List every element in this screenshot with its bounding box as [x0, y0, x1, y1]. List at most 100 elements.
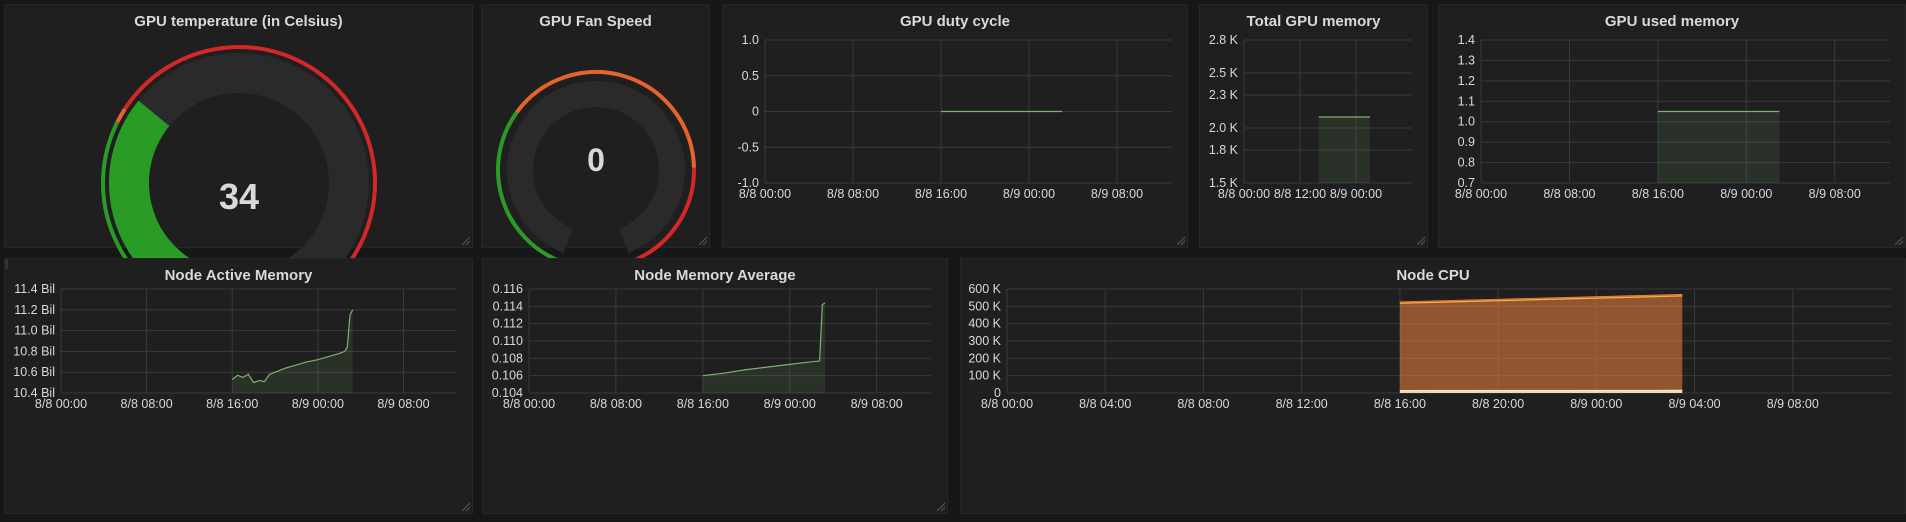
y-tick-label: 0.108 [492, 351, 523, 365]
gauge-threshold-ok [496, 111, 561, 263]
series-0-line [702, 302, 826, 377]
panel-node-memory-average[interactable]: Node Memory Average 0.116 0.114 0.112 0.110… [482, 258, 948, 514]
y-tick-label: 400 K [968, 317, 1001, 331]
series-0-area [1318, 117, 1370, 183]
gauge-value-text: 0 [587, 142, 605, 178]
panel-title[interactable]: GPU duty cycle [899, 13, 1011, 30]
y-tick-label: 0.106 [492, 369, 523, 383]
resize-handle[interactable] [462, 503, 470, 511]
y-tick-label: 0.8 [1458, 156, 1475, 170]
x-tick-label: 8/8 00:00 [503, 397, 555, 411]
chart-total-gpu-memory: 2.8 K 2.5 K 2.3 K 2.0 K 1.8 K 1.5 K8/8 00:00 8… [1209, 33, 1412, 201]
x-tick-label: 8/9 00:00 [1720, 187, 1772, 201]
x-tick-label: 8/8 16:00 [1632, 187, 1684, 201]
y-tick-label: 0.110 [493, 334, 523, 348]
gauge-threshold-crit [631, 167, 696, 263]
resize-handle[interactable] [1177, 237, 1185, 245]
panel-title[interactable]: Node CPU [1396, 267, 1470, 284]
y-tick-label: 0.116 [493, 282, 523, 296]
y-tick-label: 10.6 Bil [13, 365, 55, 379]
y-tick-label: 2.0 K [1209, 121, 1239, 135]
panel-title[interactable]: GPU used memory [1604, 13, 1740, 30]
panel-total-gpu-memory[interactable]: Total GPU memory 2.8 K 2.5 K 2.3 K 2.0 K 1.8… [1199, 4, 1428, 248]
x-tick-label: 8/8 00:00 [981, 397, 1033, 411]
y-tick-label: 2.8 K [1209, 33, 1239, 47]
gauge-threshold-warn [515, 70, 696, 168]
x-tick-label: 8/8 12:00 [1276, 397, 1328, 411]
x-tick-label: 8/8 08:00 [1543, 187, 1595, 201]
panel-title[interactable]: Total GPU memory [1246, 13, 1381, 30]
y-tick-label: 100 K [968, 369, 1001, 383]
chart-gpu-used-memory: 1.4 1.3 1.2 1.1 1.0 0.9 0.8 0.78/8 00:00 8/8 08:… [1455, 33, 1890, 201]
x-tick-label: 8/9 00:00 [1003, 187, 1055, 201]
chart-gpu-duty-cycle: 1.0 0.5 0 -0.5 -1.08/8 00:00 8/8 08:00 8/8 16:… [737, 33, 1172, 201]
y-tick-label: 1.0 [742, 33, 759, 47]
y-tick-label: 10.4 Bil [13, 386, 55, 400]
panel-node-active-memory[interactable]: Node Active Memory 11.4 Bil 11.2 Bil 11.0 … [4, 258, 473, 514]
y-tick-label: -1.0 [737, 176, 759, 190]
y-tick-label: 2.3 K [1209, 88, 1239, 102]
y-tick-label: 0 [752, 105, 759, 119]
panel-title[interactable]: Node Active Memory [164, 267, 313, 284]
x-tick-label: 8/8 08:00 [1177, 397, 1229, 411]
gauge-threshold-warn [115, 107, 127, 123]
series-0-area [702, 302, 826, 393]
panel-title[interactable]: GPU temperature (in Celsius) [134, 13, 343, 30]
resize-handle[interactable] [1417, 237, 1425, 245]
y-tick-label: 1.3 [1458, 53, 1475, 67]
panel-title[interactable]: GPU Fan Speed [539, 13, 652, 30]
x-tick-label: 8/8 20:00 [1472, 397, 1524, 411]
x-tick-label: 8/8 16:00 [1374, 397, 1426, 411]
y-tick-label: 0.104 [492, 386, 523, 400]
panel-gpu-fan-speed[interactable]: GPU Fan Speed 0 [481, 4, 710, 263]
y-tick-label: 0.5 [742, 69, 759, 83]
y-tick-label: 1.2 [1458, 74, 1475, 88]
x-tick-label: 8/9 08:00 [1809, 187, 1861, 201]
y-tick-label: 0.112 [493, 317, 523, 331]
x-tick-label: 8/8 00:00 [1218, 187, 1270, 201]
panel-gpu-duty-cycle[interactable]: GPU duty cycle 1.0 0.5 0 -0.5 -1.0 8/8 00:00 8… [722, 4, 1188, 248]
y-tick-label: 2.5 K [1209, 66, 1239, 80]
series-0-area [1399, 294, 1683, 393]
y-tick-label: 500 K [968, 299, 1001, 313]
x-tick-label: 8/9 00:00 [292, 397, 344, 411]
y-tick-label: 0.9 [1458, 135, 1475, 149]
panel-gpu-temperature[interactable]: GPU temperature (in Celsius) 34 [4, 4, 473, 312]
panel-node-cpu[interactable]: Node CPU 600 K 500 K 400 K 300 K 200 K 100 K 0… [960, 258, 1906, 514]
y-tick-label: 1.5 K [1209, 176, 1239, 190]
panel-gpu-used-memory[interactable]: GPU used memory 1.4 1.3 1.2 1.1 1.0 0.9 0.8 0.7… [1438, 4, 1906, 248]
x-tick-label: 8/9 08:00 [1767, 397, 1819, 411]
x-tick-label: 8/8 00:00 [35, 397, 87, 411]
series-0-area [232, 309, 353, 393]
series-0-line [231, 309, 354, 384]
resize-handle[interactable] [1895, 237, 1903, 245]
resize-handle[interactable] [462, 237, 470, 245]
gauge-value-text: 34 [219, 176, 259, 217]
x-tick-label: 8/8 08:00 [590, 397, 642, 411]
y-tick-label: 600 K [968, 282, 1001, 296]
y-tick-label: 1.8 K [1209, 143, 1239, 157]
series-0-area [1657, 111, 1780, 183]
series-2-line [1399, 295, 1683, 304]
row-handle[interactable] [5, 259, 8, 269]
chart-node-cpu: 600 K 500 K 400 K 300 K 200 K 100 K 08/8 00:00… [968, 282, 1891, 411]
x-tick-label: 8/8 16:00 [206, 397, 258, 411]
x-tick-label: 8/9 00:00 [764, 397, 816, 411]
y-tick-label: 1.1 [1458, 94, 1475, 108]
gauge-gpu-fan-speed: 0 [496, 70, 696, 263]
y-tick-label: 11.0 Bil [14, 324, 55, 338]
x-tick-label: 8/9 00:00 [1330, 187, 1382, 201]
panel-title[interactable]: Node Memory Average [634, 267, 796, 284]
resize-handle[interactable] [699, 237, 707, 245]
x-tick-label: 8/8 00:00 [1455, 187, 1507, 201]
y-tick-label: 11.4 Bil [14, 282, 55, 296]
x-tick-label: 8/8 12:00 [1274, 187, 1326, 201]
resize-handle[interactable] [937, 503, 945, 511]
x-tick-label: 8/9 00:00 [1570, 397, 1622, 411]
y-tick-label: 1.0 [1458, 115, 1475, 129]
x-tick-label: 8/8 08:00 [827, 187, 879, 201]
y-tick-label: 0 [994, 386, 1001, 400]
x-tick-label: 8/9 08:00 [1091, 187, 1143, 201]
y-tick-label: 300 K [968, 334, 1001, 348]
